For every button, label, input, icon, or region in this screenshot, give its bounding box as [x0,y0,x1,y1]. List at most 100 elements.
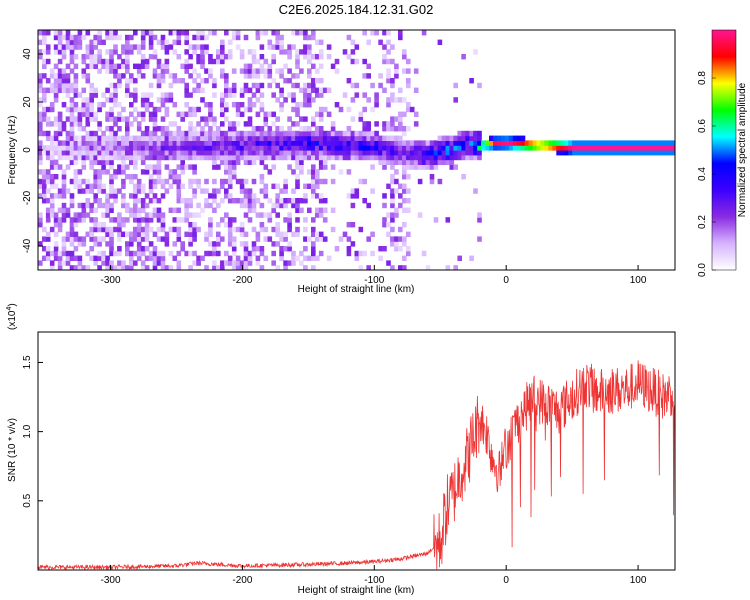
spectrogram-cell [129,193,134,199]
spectrogram-cell [105,58,110,65]
spectrogram-cell [362,135,367,141]
spectrogram-cell [164,241,170,247]
spectrogram-cell [441,140,447,146]
spectrogram-cell [129,92,134,98]
spectrogram-cell [346,106,352,113]
spectrogram-cell [283,135,288,141]
spectrogram-cell [49,265,55,270]
spectrogram-cell [172,30,178,36]
spectrogram-cell [231,226,237,233]
spectrogram-cell [176,164,182,170]
spectrogram-cell [220,260,225,266]
spectrogram-cell [224,135,229,141]
spectrogram-cell [477,212,482,218]
spectrogram-cell [398,87,403,93]
spectrogram-cell [69,97,75,103]
spectrogram-cell [643,145,648,151]
spectrogram-cell [73,121,79,127]
spectrogram-cell [97,198,102,204]
spectrogram-cell [57,44,63,50]
spectrogram-cell [61,178,67,185]
spectrogram-cell [121,49,126,55]
snr-frame [37,331,676,571]
spectrogram-cell [346,246,352,252]
spectrogram-cell [429,140,435,146]
spectrogram-cell [307,140,312,146]
spectrogram-cell [318,78,324,84]
spectrogram-cell [152,73,158,79]
spectrogram-cell [109,82,114,89]
spectrogram-cell [671,140,675,146]
spectrogram-cell [220,111,225,117]
spectrogram-cell [358,226,364,233]
spectrogram-cell [188,111,193,117]
spectrogram-cell [220,183,225,189]
spectrogram-cell [251,73,257,79]
spectrogram-cell [390,226,395,233]
spectrogram-cell [89,111,94,117]
spectrogram-cell [224,54,229,60]
spectrogram-cell [449,159,455,165]
spectrogram-cell [457,255,462,261]
spectrogram-cell [188,121,193,127]
spectrogram-cell [603,150,609,156]
spectrogram-cell [315,92,320,98]
spectrogram-cell [81,102,87,108]
spectrogram-cell [251,226,257,233]
spectrogram-cell [208,102,213,108]
spectrogram-cell [69,217,75,223]
spectrogram-cell [576,140,581,146]
spectrogram-cell [61,121,67,127]
spectrogram-cell [267,44,273,50]
spectrogram-cell [390,135,395,141]
spectrogram-cell [425,145,431,151]
spectrogram-cell [85,178,91,185]
spectrogram-cell [358,265,364,270]
spectrogram-cell [188,73,193,79]
spectrogram-cell [227,150,233,156]
spectrogram-cell [148,217,154,223]
spectrogram-cell [93,130,98,137]
spectrogram-cell [390,265,395,270]
spectrogram-cell [117,54,122,60]
spectrogram-cell [224,222,229,228]
spectrogram-cell [635,140,640,146]
spectrogram-cell [398,97,403,103]
spectrogram-cell [354,193,360,199]
spectrogram-cell [49,260,55,266]
spectrogram-cell [406,126,411,132]
spectrogram-cell [224,102,229,108]
spectrogram-cell [299,145,304,151]
spectrogram-cell [65,250,71,257]
spectrogram-cell [220,58,225,65]
spectrogram-cell [125,241,130,247]
spectrogram-cell [105,68,110,74]
spectrogram-cell [315,78,320,84]
spectrogram-cell [113,135,118,141]
spectrogram-cell [38,193,43,199]
spectrogram-cell [429,159,435,165]
spectrogram-cell [227,39,233,45]
spectrogram-cell [77,92,83,98]
spectrogram-cell [299,159,304,165]
spectrogram-cell [156,78,162,84]
spectrogram-cell [318,231,324,237]
spectrogram-cell [346,169,352,175]
spectrogram-cell [152,34,158,41]
spectrogram-cell [247,102,253,108]
spectrogram-cell [413,154,419,161]
spectrogram-cell [133,106,138,113]
spectrogram-cell [156,140,162,146]
spectrogram-cell [196,226,201,233]
spectrogram-cell [299,30,304,36]
spectrogram-cell [334,150,340,156]
spectrogram-cell [65,260,71,266]
spectrogram-cell [330,126,336,132]
spectrogram-cell [200,154,205,161]
spectrogram-cell [461,174,466,180]
spectrogram-cell [101,63,106,69]
spectrogram-cell [295,164,300,170]
spectrogram-cell [275,198,280,204]
spectrogram-cell [45,178,51,185]
spectrogram-cell [390,159,395,165]
